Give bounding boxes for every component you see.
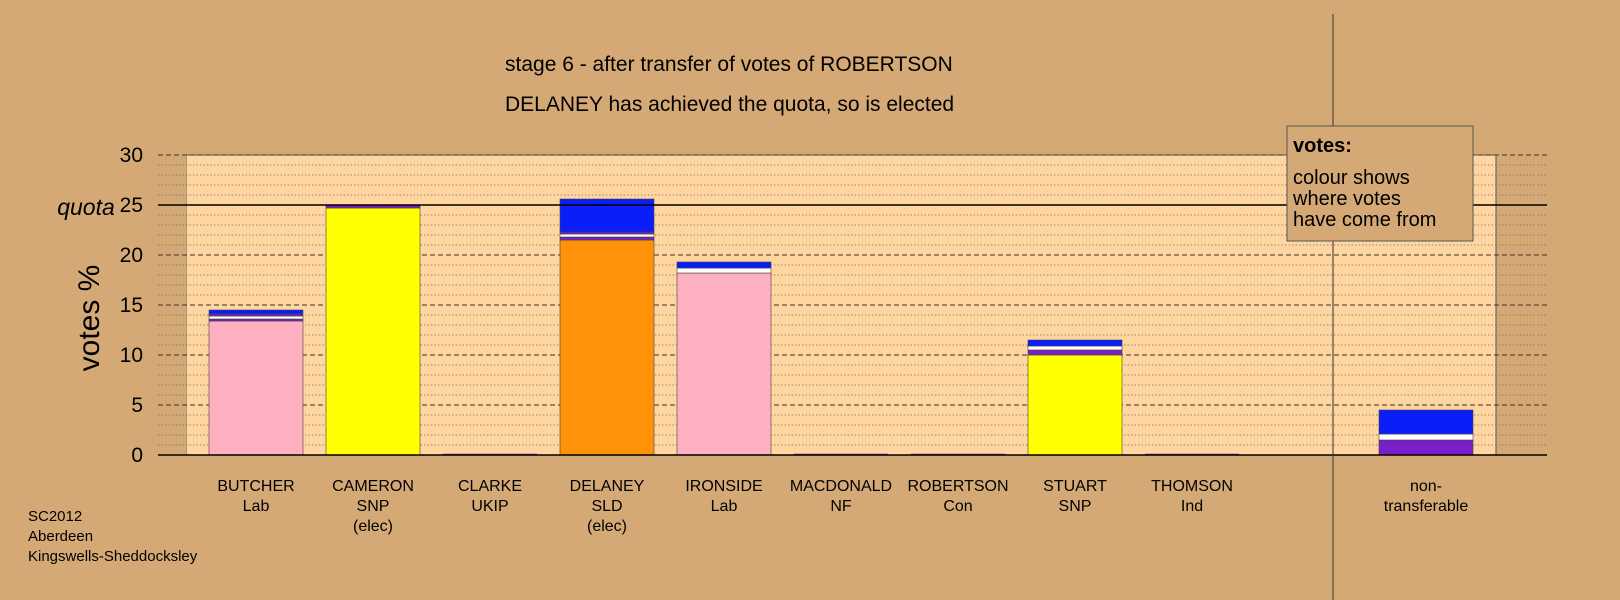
- footer-line-3: Kingswells-Sheddocksley: [28, 548, 198, 565]
- legend-heading: votes:: [1293, 135, 1352, 157]
- bar-segment: [559, 236, 655, 241]
- chart-title: stage 6 - after transfer of votes of ROB…: [505, 53, 953, 76]
- bar-segment: [1027, 345, 1123, 351]
- candidate-label: (elec): [353, 518, 393, 535]
- candidate-label: NF: [830, 498, 852, 515]
- candidate-label: DELANEY: [570, 478, 645, 495]
- bar-segment: [676, 267, 772, 274]
- bar-segment: [1027, 339, 1123, 347]
- candidate-label: SNP: [1059, 498, 1092, 515]
- candidate-label: Con: [943, 498, 972, 515]
- y-tick-label: 5: [131, 394, 143, 417]
- bar-segment: [559, 198, 655, 233]
- candidate-labels: BUTCHER Lab CAMERON SNP (elec) CLARKE UKIP DELA…: [217, 478, 1468, 535]
- candidate-label: THOMSON: [1151, 478, 1233, 495]
- footer-line-2: Aberdeen: [28, 528, 93, 545]
- legend-line-3: have come from: [1293, 209, 1436, 231]
- candidate-label: non-: [1410, 478, 1442, 495]
- y-tick-label: 20: [120, 244, 143, 267]
- bar-segment: [1027, 349, 1123, 356]
- candidate-label: STUART: [1043, 478, 1107, 495]
- candidate-label: Ind: [1181, 498, 1203, 515]
- y-axis-label: votes %: [73, 265, 106, 372]
- bar-segment: [559, 233, 655, 238]
- y-tick-label: 15: [120, 294, 143, 317]
- y-tick-label: 25: [120, 194, 143, 217]
- legend: votes: colour shows where votes have com…: [1286, 125, 1474, 242]
- legend-line-2: where votes: [1292, 188, 1401, 210]
- candidate-label: IRONSIDE: [685, 478, 762, 495]
- bar-segment: [1378, 409, 1474, 435]
- legend-box: [1286, 125, 1474, 242]
- legend-line-1: colour shows: [1293, 167, 1410, 189]
- bar-segment: [1378, 439, 1474, 456]
- bar-segment: [325, 207, 421, 456]
- bar-segment: [208, 320, 304, 456]
- candidate-label: UKIP: [471, 498, 508, 515]
- candidate-label: transferable: [1384, 498, 1469, 515]
- bar-segment: [676, 272, 772, 456]
- candidate-label: SNP: [357, 498, 390, 515]
- y-tick-label: 10: [120, 344, 143, 367]
- y-tick-labels: 0 5 10 15 20 25 30: [120, 144, 143, 467]
- y-tick-label: 0: [131, 444, 143, 467]
- bar-segment: [559, 239, 655, 456]
- bar-segment: [208, 315, 304, 320]
- bar-segment: [559, 231, 655, 235]
- candidate-label: BUTCHER: [217, 478, 294, 495]
- bar-segment: [1027, 354, 1123, 456]
- bar-segment: [208, 309, 304, 315]
- candidate-label: CAMERON: [332, 478, 414, 495]
- chart-subtitle: DELANEY has achieved the quota, so is el…: [505, 93, 954, 116]
- candidate-label: ROBERTSON: [907, 478, 1008, 495]
- quota-label: quota: [57, 194, 115, 220]
- footer-line-1: SC2012: [28, 508, 82, 525]
- bar-segment: [676, 261, 772, 269]
- footer: SC2012 Aberdeen Kingswells-Sheddocksley: [28, 508, 198, 565]
- candidate-label: (elec): [587, 518, 627, 535]
- y-tick-label: 30: [120, 144, 143, 167]
- bar-segment: [1378, 433, 1474, 441]
- candidate-label: SLD: [591, 498, 622, 515]
- candidate-label: MACDONALD: [790, 478, 892, 495]
- candidate-label: Lab: [243, 498, 270, 515]
- candidate-label: Lab: [711, 498, 738, 515]
- candidate-label: CLARKE: [458, 478, 522, 495]
